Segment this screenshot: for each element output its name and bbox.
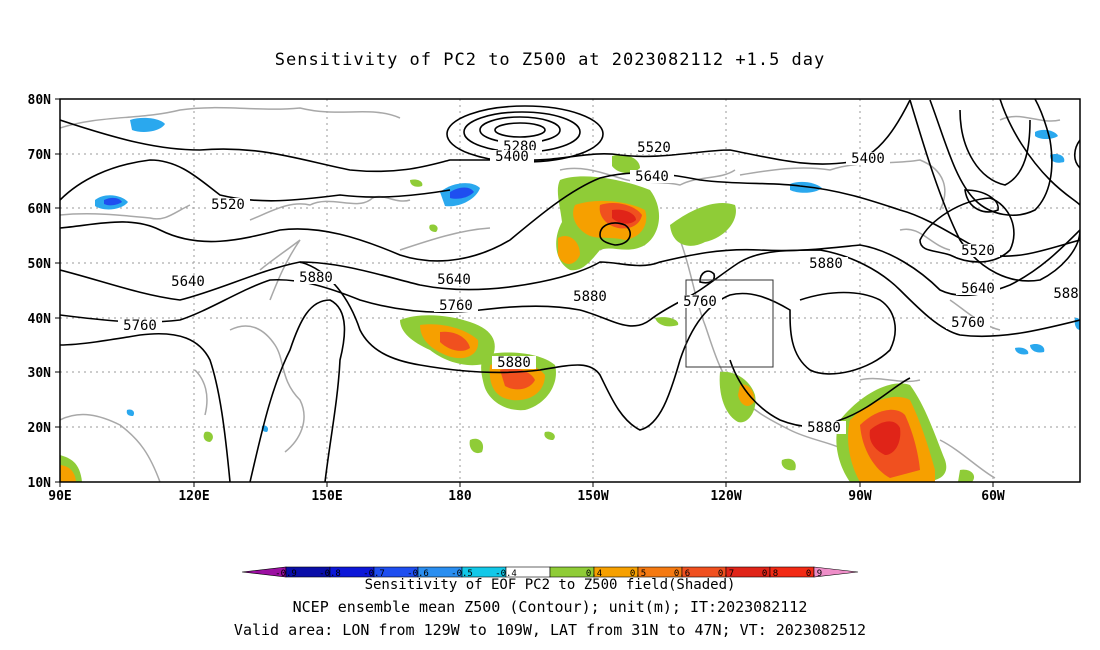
contour-label: 5400 (495, 149, 529, 165)
caption-line-1: NCEP ensemble mean Z500 (Contour); unit(… (292, 598, 808, 616)
lon-label: 180 (448, 489, 472, 504)
contour-label: 5760 (683, 294, 717, 310)
lon-label: 60W (981, 489, 1005, 504)
lon-label: 90W (848, 489, 872, 504)
contour-label: 5520 (211, 197, 245, 213)
sensitivity-shading (60, 117, 1080, 482)
coastlines (60, 106, 1061, 482)
colorbar-tick-label: -0.9 (275, 569, 297, 579)
lon-label: 150W (577, 489, 608, 504)
contour-label: 5760 (123, 318, 157, 334)
colorbar-tick-label: 0.6 (674, 569, 690, 579)
lat-label: 10N (28, 476, 52, 491)
colorbar-tick-label: 0.4 (586, 569, 602, 579)
caption-line-2: Valid area: LON from 129W to 109W, LAT f… (233, 621, 867, 639)
colorbar-arrow-high (813, 566, 859, 578)
colorbar-tick-label: 0.8 (762, 569, 778, 579)
contour-label: 588 (1053, 286, 1078, 302)
contour-label: 5640 (437, 272, 471, 288)
colorbar-tick-labels: -0.9 -0.8 -0.7 -0.6 -0.5 -0.4 0.4 0.5 0.6 0.7 0.8 0… (275, 569, 822, 579)
tick-marks (55, 98, 994, 487)
contour-label: 5880 (299, 270, 333, 286)
contour-label: 5400 (851, 151, 885, 167)
contour-label: 5880 (497, 355, 531, 371)
contour-label: 5640 (171, 274, 205, 290)
colorbar-tick-label: -0.4 (495, 569, 517, 579)
lon-label: 120W (710, 489, 741, 504)
contour-labels: 5280 5400 5520 5520 5400 5640 5520 5640 … (118, 139, 1080, 436)
contour-label: 5520 (637, 140, 671, 156)
colorbar-tick-label: -0.8 (319, 569, 341, 579)
lon-label: 90E (48, 489, 71, 504)
contour-label: 5880 (807, 420, 841, 436)
contour-label: 5760 (951, 315, 985, 331)
colorbar-tick-label: 0.5 (630, 569, 646, 579)
colorbar-tick-label: 0.9 (806, 569, 822, 579)
contour-label: 5640 (961, 281, 995, 297)
colorbar (241, 566, 859, 578)
map-title: Sensitivity of PC2 to Z500 at 2023082112… (274, 50, 826, 70)
contour-label: 5520 (961, 243, 995, 259)
lon-label: 120E (178, 489, 209, 504)
plot-frame (59, 98, 1081, 483)
lat-label: 50N (28, 257, 52, 272)
colorbar-tick-label: 0.7 (718, 569, 734, 579)
colorbar-tick-label: -0.7 (363, 569, 385, 579)
contour-label: 5880 (573, 289, 607, 305)
valid-area-box (685, 279, 774, 368)
colorbar-label: Sensitivity of EOF PC2 to Z500 field(Sha… (364, 577, 736, 593)
lat-label: 40N (28, 312, 52, 327)
colorbar-tick-label: -0.6 (407, 569, 429, 579)
contour-label: 5880 (809, 256, 843, 272)
contour-label: 5640 (635, 169, 669, 185)
contour-label: 5760 (439, 298, 473, 314)
lat-label: 20N (28, 421, 52, 436)
colorbar-tick-label: -0.5 (451, 569, 473, 579)
lat-label: 80N (28, 93, 52, 108)
lat-label: 30N (28, 366, 52, 381)
lat-label: 70N (28, 148, 52, 163)
lat-label: 60N (28, 202, 52, 217)
lon-label: 150E (311, 489, 342, 504)
